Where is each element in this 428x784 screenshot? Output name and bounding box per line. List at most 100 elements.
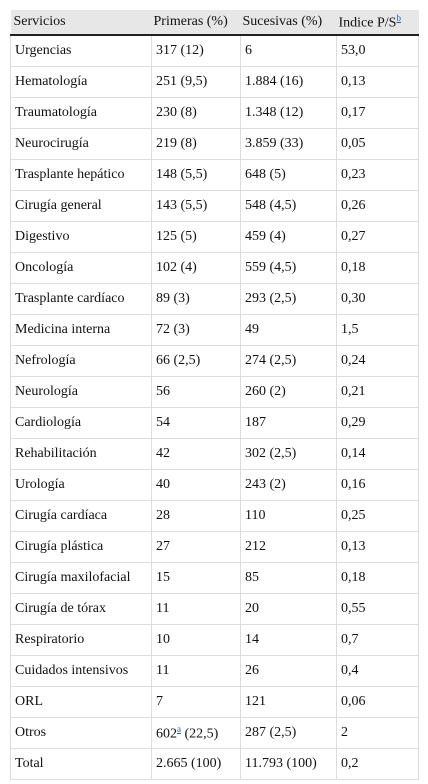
cell-servicio: Trasplante hepático xyxy=(10,159,152,191)
cell-servicio: Cirugía maxilofacial xyxy=(10,562,152,594)
cell-sucesivas: 548 (4,5) xyxy=(240,190,337,222)
cell-sucesivas: 293 (2,5) xyxy=(240,283,337,315)
cell-sucesivas: 212 xyxy=(240,531,337,563)
cell-sucesivas: 121 xyxy=(240,686,337,718)
cell-primeras: 54 xyxy=(151,407,241,439)
cell-indice: 0,2 xyxy=(336,748,419,780)
cell-sucesivas: 1.884 (16) xyxy=(240,66,337,98)
cell-primeras: 143 (5,5) xyxy=(151,190,241,222)
table-row: ORL 7 121 0,06 xyxy=(10,686,419,718)
table-row: Oncología 102 (4) 559 (4,5) 0,18 xyxy=(10,252,419,284)
cell-sucesivas: 459 (4) xyxy=(240,221,337,253)
table-row: Traumatología 230 (8) 1.348 (12) 0,17 xyxy=(10,97,419,129)
cell-indice: 0,30 xyxy=(336,283,419,315)
cell-servicio: Rehabilitación xyxy=(10,438,152,470)
header-sucesivas: Sucesivas (%) xyxy=(240,10,337,36)
cell-servicio: Neurocirugía xyxy=(10,128,152,160)
cell-servicio: Urgencias xyxy=(10,34,152,67)
table-row: Respiratorio 10 14 0,7 xyxy=(10,624,419,656)
cell-servicio: Total xyxy=(10,748,152,780)
table-row: Cirugía cardíaca 28 110 0,25 xyxy=(10,500,419,532)
cell-primeras: 28 xyxy=(151,500,241,532)
cell-servicio: Trasplante cardíaco xyxy=(10,283,152,315)
cell-servicio: Respiratorio xyxy=(10,624,152,656)
cell-sucesivas: 648 (5) xyxy=(240,159,337,191)
table-body: Urgencias 317 (12) 6 53,0 Hematología 251 (9,… xyxy=(10,34,419,780)
cell-sucesivas: 49 xyxy=(240,314,337,346)
cell-servicio: Medicina interna xyxy=(10,314,152,346)
cell-servicio: Cirugía cardíaca xyxy=(10,500,152,532)
cell-indice: 0,21 xyxy=(336,376,419,408)
cell-sucesivas: 559 (4,5) xyxy=(240,252,337,284)
cell-sucesivas: 3.859 (33) xyxy=(240,128,337,160)
cell-primeras-percent: (22,5) xyxy=(181,726,219,742)
cell-primeras: 11 xyxy=(151,655,241,687)
table-row: Medicina interna 72 (3) 49 1,5 xyxy=(10,314,419,346)
cell-primeras: 89 (3) xyxy=(151,283,241,315)
cell-indice: 0,25 xyxy=(336,500,419,532)
footnote-link-b[interactable]: b xyxy=(396,12,401,23)
cell-primeras: 11 xyxy=(151,593,241,625)
cell-indice: 0,55 xyxy=(336,593,419,625)
cell-indice: 0,18 xyxy=(336,562,419,594)
cell-sucesivas: 6 xyxy=(240,34,337,67)
cell-sucesivas: 260 (2) xyxy=(240,376,337,408)
cell-primeras: 42 xyxy=(151,438,241,470)
header-primeras: Primeras (%) xyxy=(151,10,241,36)
cell-sucesivas: 110 xyxy=(240,500,337,532)
table-row: Trasplante cardíaco 89 (3) 293 (2,5) 0,30 xyxy=(10,283,419,315)
table-row: Neurocirugía 219 (8) 3.859 (33) 0,05 xyxy=(10,128,419,160)
cell-sucesivas: 14 xyxy=(240,624,337,656)
cell-indice: 0,23 xyxy=(336,159,419,191)
cell-sucesivas: 187 xyxy=(240,407,337,439)
cell-sucesivas: 287 (2,5) xyxy=(240,717,337,749)
cell-primeras: 40 xyxy=(151,469,241,501)
cell-servicio: Oncología xyxy=(10,252,152,284)
table-row: Urgencias 317 (12) 6 53,0 xyxy=(10,34,419,67)
cell-indice: 0,06 xyxy=(336,686,419,718)
cell-primeras: 125 (5) xyxy=(151,221,241,253)
cell-primeras: 27 xyxy=(151,531,241,563)
cell-servicio: ORL xyxy=(10,686,152,718)
cell-primeras-value: 602 xyxy=(156,726,177,742)
cell-indice: 0,17 xyxy=(336,97,419,129)
cell-indice: 0,26 xyxy=(336,190,419,222)
cell-sucesivas: 1.348 (12) xyxy=(240,97,337,129)
header-row: Servicios Primeras (%) Sucesivas (%) Ind… xyxy=(10,10,419,36)
cell-indice: 1,5 xyxy=(336,314,419,346)
cell-primeras: 7 xyxy=(151,686,241,718)
table-header: Servicios Primeras (%) Sucesivas (%) Ind… xyxy=(10,10,419,36)
cell-indice: 0,7 xyxy=(336,624,419,656)
header-servicios: Servicios xyxy=(10,10,152,36)
cell-servicio: Traumatología xyxy=(10,97,152,129)
table-row: Rehabilitación 42 302 (2,5) 0,14 xyxy=(10,438,419,470)
cell-primeras: 66 (2,5) xyxy=(151,345,241,377)
table-row: Digestivo 125 (5) 459 (4) 0,27 xyxy=(10,221,419,253)
cell-servicio: Hematología xyxy=(10,66,152,98)
table-row: Otros 602a (22,5) 287 (2,5) 2 xyxy=(10,717,419,749)
services-table: Servicios Primeras (%) Sucesivas (%) Ind… xyxy=(10,10,419,780)
cell-indice: 0,14 xyxy=(336,438,419,470)
cell-primeras: 10 xyxy=(151,624,241,656)
cell-primeras: 15 xyxy=(151,562,241,594)
cell-sucesivas: 302 (2,5) xyxy=(240,438,337,470)
cell-servicio: Cirugía de tórax xyxy=(10,593,152,625)
table-row: Cirugía general 143 (5,5) 548 (4,5) 0,26 xyxy=(10,190,419,222)
cell-servicio: Otros xyxy=(10,717,152,749)
cell-indice: 0,27 xyxy=(336,221,419,253)
table-row: Cirugía de tórax 11 20 0,55 xyxy=(10,593,419,625)
cell-servicio: Cirugía plástica xyxy=(10,531,152,563)
cell-primeras: 102 (4) xyxy=(151,252,241,284)
cell-servicio: Urología xyxy=(10,469,152,501)
cell-servicio: Nefrología xyxy=(10,345,152,377)
cell-indice: 0,4 xyxy=(336,655,419,687)
footnote-link-a[interactable]: a xyxy=(177,723,181,734)
cell-servicio: Neurología xyxy=(10,376,152,408)
cell-indice: 0,05 xyxy=(336,128,419,160)
header-indice-label: Indice P/S xyxy=(338,15,397,31)
table-row: Urología 40 243 (2) 0,16 xyxy=(10,469,419,501)
table-row: Total 2.665 (100) 11.793 (100) 0,2 xyxy=(10,748,419,780)
cell-primeras: 72 (3) xyxy=(151,314,241,346)
cell-servicio: Cardiología xyxy=(10,407,152,439)
cell-primeras: 230 (8) xyxy=(151,97,241,129)
